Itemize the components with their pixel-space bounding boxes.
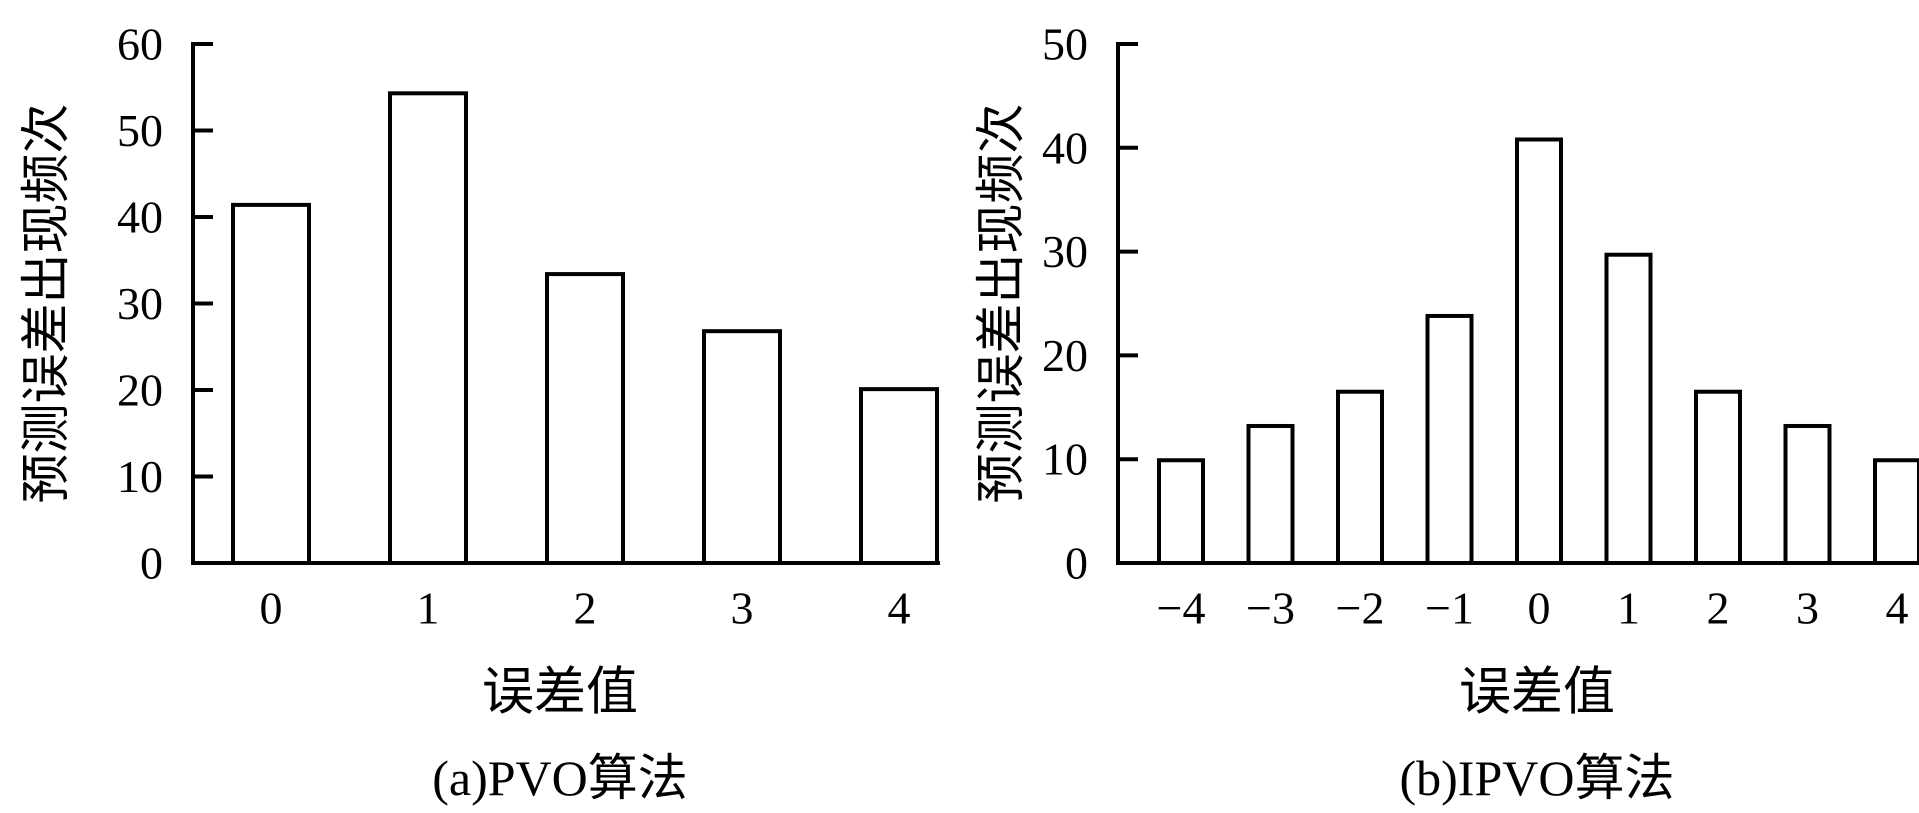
bar-1: [388, 91, 468, 566]
y-tick-label-2: 20: [117, 365, 163, 416]
bar-6: [1694, 389, 1742, 566]
bar-2: [545, 272, 625, 565]
y-axis-label: 预测误差出现频次: [973, 104, 1029, 504]
bar-1: [1246, 423, 1295, 566]
y-tick-label-1: 10: [117, 451, 163, 502]
bar-0: [1157, 458, 1205, 566]
x-axis-label: 误差值: [482, 665, 638, 722]
chart-caption: (a)PVO算法: [432, 750, 688, 806]
y-tick-label-4: 40: [117, 192, 163, 243]
x-tick-label-7: 3: [1796, 583, 1819, 634]
bar-3: [1425, 313, 1474, 565]
y-tick-label-6: 60: [117, 19, 163, 70]
chart-caption: (b)IPVO算法: [1400, 750, 1675, 806]
y-tick-label-0: 0: [1065, 538, 1088, 589]
y-tick-label-4: 40: [1042, 122, 1088, 173]
y-tick-label-1: 10: [1042, 434, 1088, 485]
y-tick-label-3: 30: [1042, 226, 1088, 277]
bar-2: [1336, 389, 1384, 566]
x-tick-label-6: 2: [1707, 583, 1730, 634]
y-axis-label: 预测误差出现频次: [18, 104, 74, 504]
x-tick-label-5: 1: [1617, 583, 1640, 634]
x-tick-label-4: 4: [888, 583, 911, 634]
y-tick-label-5: 50: [117, 105, 163, 156]
x-tick-label-8: 4: [1886, 583, 1909, 634]
x-tick-label-3: −1: [1425, 583, 1474, 634]
y-tick-label-5: 50: [1042, 19, 1088, 70]
y-tick-label-3: 30: [117, 278, 163, 329]
bar-3: [702, 329, 782, 565]
bar-7: [1783, 423, 1832, 566]
x-axis-label: 误差值: [1459, 665, 1615, 722]
bar-8: [1873, 458, 1919, 566]
x-tick-label-1: −3: [1246, 583, 1295, 634]
x-tick-label-0: −4: [1157, 583, 1206, 634]
y-tick-label-0: 0: [140, 538, 163, 589]
x-tick-label-0: 0: [260, 583, 283, 634]
x-tick-label-2: 2: [574, 583, 597, 634]
bar-5: [1604, 252, 1653, 566]
x-tick-label-4: 0: [1528, 583, 1551, 634]
x-tick-label-2: −2: [1336, 583, 1385, 634]
y-tick-label-2: 20: [1042, 330, 1088, 381]
x-tick-label-1: 1: [417, 583, 440, 634]
x-tick-label-3: 3: [731, 583, 754, 634]
bar-0: [231, 202, 311, 565]
bar-4: [859, 387, 939, 566]
bar-4: [1515, 137, 1563, 565]
